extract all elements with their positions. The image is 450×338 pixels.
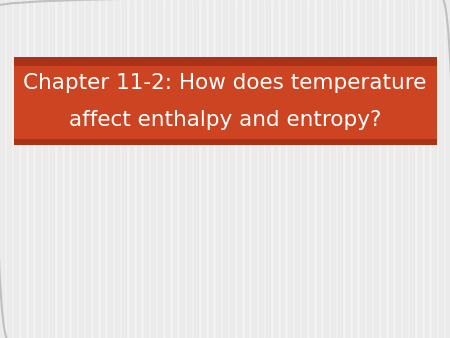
Bar bbox=[396, 0, 400, 338]
Bar bbox=[252, 0, 256, 338]
Bar bbox=[281, 0, 284, 338]
Bar bbox=[360, 0, 364, 338]
Bar bbox=[122, 0, 126, 338]
Bar bbox=[194, 0, 198, 338]
Bar bbox=[302, 0, 306, 338]
Bar bbox=[266, 0, 270, 338]
Bar bbox=[14, 139, 436, 145]
Bar bbox=[0, 0, 4, 338]
Bar bbox=[410, 0, 414, 338]
Bar bbox=[367, 0, 371, 338]
Bar bbox=[389, 0, 392, 338]
Bar bbox=[166, 0, 169, 338]
Bar bbox=[14, 0, 18, 338]
Text: Chapter 11-2: How does temperature: Chapter 11-2: How does temperature bbox=[23, 73, 427, 93]
Bar bbox=[223, 0, 227, 338]
Bar bbox=[14, 57, 436, 145]
Bar bbox=[216, 0, 220, 338]
Bar bbox=[115, 0, 119, 338]
Bar bbox=[173, 0, 176, 338]
Bar bbox=[238, 0, 241, 338]
Bar bbox=[403, 0, 407, 338]
Bar bbox=[382, 0, 385, 338]
Bar bbox=[295, 0, 299, 338]
Bar bbox=[36, 0, 40, 338]
Bar bbox=[43, 0, 47, 338]
Bar bbox=[446, 0, 450, 338]
Bar bbox=[338, 0, 342, 338]
Bar bbox=[7, 0, 11, 338]
Bar bbox=[65, 0, 68, 338]
Bar bbox=[58, 0, 61, 338]
Bar bbox=[108, 0, 112, 338]
Bar bbox=[151, 0, 155, 338]
Bar bbox=[94, 0, 97, 338]
Bar bbox=[101, 0, 104, 338]
Bar bbox=[187, 0, 191, 338]
Bar bbox=[79, 0, 83, 338]
Bar bbox=[288, 0, 292, 338]
Bar bbox=[425, 0, 428, 338]
Bar bbox=[50, 0, 54, 338]
Bar bbox=[346, 0, 349, 338]
Bar bbox=[22, 0, 25, 338]
Bar bbox=[259, 0, 263, 338]
Bar bbox=[72, 0, 76, 338]
Bar bbox=[317, 0, 320, 338]
Bar bbox=[374, 0, 378, 338]
Bar bbox=[331, 0, 335, 338]
Bar bbox=[353, 0, 356, 338]
Bar bbox=[158, 0, 162, 338]
Bar bbox=[202, 0, 205, 338]
Bar bbox=[439, 0, 443, 338]
Bar bbox=[418, 0, 421, 338]
Bar bbox=[310, 0, 313, 338]
Bar bbox=[14, 57, 436, 66]
Bar bbox=[209, 0, 212, 338]
Bar bbox=[274, 0, 277, 338]
Bar bbox=[29, 0, 32, 338]
Bar bbox=[86, 0, 90, 338]
Bar bbox=[230, 0, 234, 338]
Bar bbox=[432, 0, 436, 338]
Bar bbox=[130, 0, 133, 338]
Bar bbox=[137, 0, 140, 338]
Bar bbox=[180, 0, 184, 338]
Bar bbox=[324, 0, 328, 338]
Bar bbox=[245, 0, 248, 338]
Text: affect enthalpy and entropy?: affect enthalpy and entropy? bbox=[69, 110, 381, 130]
Bar bbox=[144, 0, 148, 338]
